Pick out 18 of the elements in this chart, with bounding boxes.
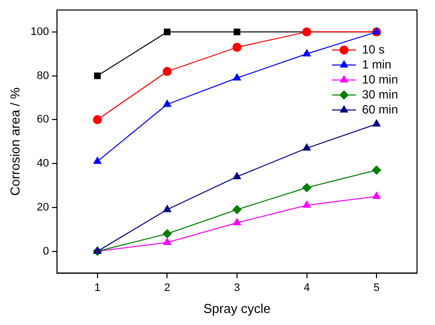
x-axis-title: Spray cycle xyxy=(203,300,271,316)
x-tick-label: 3 xyxy=(234,282,240,294)
legend-label: 1 min xyxy=(362,57,392,72)
x-tick-label: 5 xyxy=(373,282,380,294)
x-tick-label: 1 xyxy=(94,282,100,294)
legend-label: 30 min xyxy=(362,87,398,102)
y-tick-label: 80 xyxy=(36,70,49,82)
legend-label: 60 min xyxy=(362,102,398,116)
y-tick-label: 40 xyxy=(36,158,49,170)
x-tick-label: 2 xyxy=(164,282,170,294)
x-tick-label: 4 xyxy=(304,282,310,294)
y-tick-label: 100 xyxy=(30,26,49,38)
y-tick-label: 0 xyxy=(42,245,49,258)
y-tick-label: 20 xyxy=(36,201,49,214)
legend-label: 10 min xyxy=(362,72,398,86)
legend-label: 10 s xyxy=(362,42,385,56)
y-axis-title: Corrosion area / % xyxy=(7,86,22,196)
y-tick-label: 60 xyxy=(36,114,49,126)
